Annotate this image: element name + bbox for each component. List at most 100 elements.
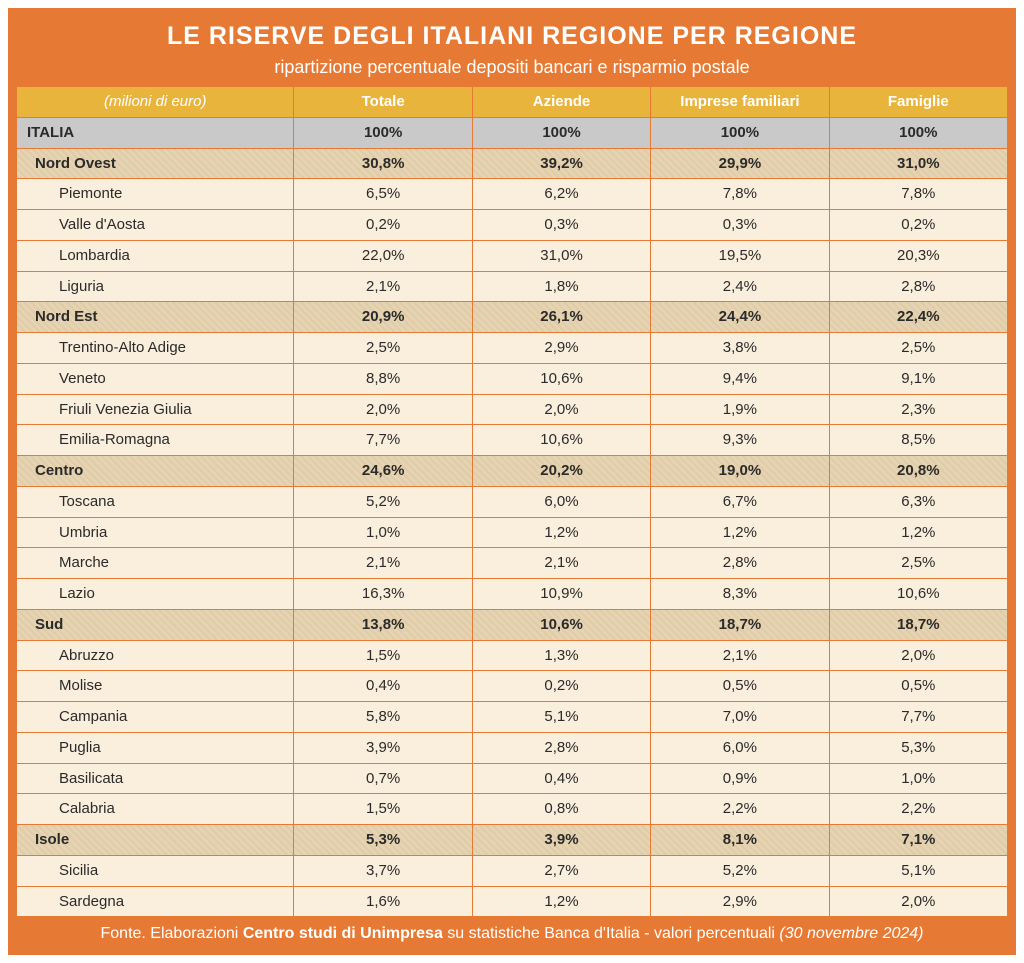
table-cell: 7,7%	[294, 425, 472, 456]
table-cell: 0,3%	[472, 210, 650, 241]
table-cell: 100%	[294, 117, 472, 148]
table-cell: Friuli Venezia Giulia	[17, 394, 294, 425]
table-row: Valle d'Aosta0,2%0,3%0,3%0,2%	[17, 210, 1008, 241]
table-row: Basilicata0,7%0,4%0,9%1,0%	[17, 763, 1008, 794]
table-row: Sardegna1,6%1,2%2,9%2,0%	[17, 886, 1008, 917]
table-cell: 2,4%	[651, 271, 829, 302]
col-header-aziende: Aziende	[472, 87, 650, 118]
table-row: Campania5,8%5,1%7,0%7,7%	[17, 702, 1008, 733]
table-cell: 2,9%	[651, 886, 829, 917]
table-row: Marche2,1%2,1%2,8%2,5%	[17, 548, 1008, 579]
table-cell: 5,1%	[829, 855, 1007, 886]
table-cell: 2,5%	[829, 333, 1007, 364]
table-cell: 3,7%	[294, 855, 472, 886]
table-cell: 0,4%	[294, 671, 472, 702]
table-cell: 3,8%	[651, 333, 829, 364]
table-cell: Nord Ovest	[17, 148, 294, 179]
table-cell: 2,5%	[829, 548, 1007, 579]
table-row: Calabria1,5%0,8%2,2%2,2%	[17, 794, 1008, 825]
table-cell: 0,2%	[294, 210, 472, 241]
table-cell: 10,6%	[472, 363, 650, 394]
page-subtitle: ripartizione percentuale depositi bancar…	[16, 55, 1008, 86]
table-cell: Marche	[17, 548, 294, 579]
table-cell: 9,3%	[651, 425, 829, 456]
table-cell: 2,8%	[472, 732, 650, 763]
table-cell: 10,6%	[829, 579, 1007, 610]
table-cell: 0,2%	[829, 210, 1007, 241]
table-cell: 24,6%	[294, 456, 472, 487]
table-row: Sud13,8%10,6%18,7%18,7%	[17, 609, 1008, 640]
table-row: Lazio16,3%10,9%8,3%10,6%	[17, 579, 1008, 610]
table-cell: 2,2%	[651, 794, 829, 825]
table-cell: 20,9%	[294, 302, 472, 333]
source-line: Fonte. Elaborazioni Centro studi di Unim…	[16, 917, 1008, 947]
table-cell: 29,9%	[651, 148, 829, 179]
table-cell: Sardegna	[17, 886, 294, 917]
table-row: Nord Est20,9%26,1%24,4%22,4%	[17, 302, 1008, 333]
table-cell: 1,3%	[472, 640, 650, 671]
table-cell: 1,2%	[651, 517, 829, 548]
table-cell: Toscana	[17, 486, 294, 517]
table-cell: 1,5%	[294, 794, 472, 825]
table-cell: 2,9%	[472, 333, 650, 364]
table-row: Centro24,6%20,2%19,0%20,8%	[17, 456, 1008, 487]
col-header-totale: Totale	[294, 87, 472, 118]
table-cell: 7,8%	[829, 179, 1007, 210]
table-cell: 0,5%	[651, 671, 829, 702]
table-cell: 31,0%	[472, 240, 650, 271]
table-cell: 16,3%	[294, 579, 472, 610]
source-middle: su statistiche Banca d'Italia - valori p…	[443, 925, 780, 942]
table-cell: 7,7%	[829, 702, 1007, 733]
table-cell: Basilicata	[17, 763, 294, 794]
table-cell: 9,1%	[829, 363, 1007, 394]
table-row: Emilia-Romagna7,7%10,6%9,3%8,5%	[17, 425, 1008, 456]
table-cell: Lazio	[17, 579, 294, 610]
table-cell: 1,9%	[651, 394, 829, 425]
table-cell: Isole	[17, 825, 294, 856]
table-cell: 2,1%	[651, 640, 829, 671]
table-cell: 6,3%	[829, 486, 1007, 517]
table-cell: 2,2%	[829, 794, 1007, 825]
table-cell: 3,9%	[294, 732, 472, 763]
table-cell: 2,0%	[829, 640, 1007, 671]
table-cell: 0,5%	[829, 671, 1007, 702]
table-cell: Nord Est	[17, 302, 294, 333]
table-cell: 5,1%	[472, 702, 650, 733]
table-cell: 8,8%	[294, 363, 472, 394]
table-cell: 7,0%	[651, 702, 829, 733]
table-cell: 20,2%	[472, 456, 650, 487]
table-row: Nord Ovest30,8%39,2%29,9%31,0%	[17, 148, 1008, 179]
table-cell: 8,3%	[651, 579, 829, 610]
table-cell: 1,0%	[294, 517, 472, 548]
table-cell: 1,5%	[294, 640, 472, 671]
table-cell: 5,3%	[829, 732, 1007, 763]
source-bold: Centro studi di Unimpresa	[243, 925, 443, 942]
table-cell: Abruzzo	[17, 640, 294, 671]
table-cell: 7,8%	[651, 179, 829, 210]
table-cell: Sicilia	[17, 855, 294, 886]
table-cell: 10,9%	[472, 579, 650, 610]
table-cell: Campania	[17, 702, 294, 733]
table-cell: 6,0%	[651, 732, 829, 763]
source-date: (30 novembre 2024)	[779, 925, 923, 942]
table-cell: 8,1%	[651, 825, 829, 856]
table-cell: 26,1%	[472, 302, 650, 333]
table-cell: 10,6%	[472, 609, 650, 640]
table-cell: 2,0%	[294, 394, 472, 425]
table-row: Abruzzo1,5%1,3%2,1%2,0%	[17, 640, 1008, 671]
table-cell: 2,0%	[472, 394, 650, 425]
table-row: ITALIA100%100%100%100%	[17, 117, 1008, 148]
table-cell: 2,1%	[472, 548, 650, 579]
table-cell: 0,9%	[651, 763, 829, 794]
table-cell: Umbria	[17, 517, 294, 548]
page-title: LE RISERVE DEGLI ITALIANI REGIONE PER RE…	[16, 16, 1008, 55]
table-cell: 5,3%	[294, 825, 472, 856]
table-cell: 5,8%	[294, 702, 472, 733]
table-row: Molise0,4%0,2%0,5%0,5%	[17, 671, 1008, 702]
table-cell: 30,8%	[294, 148, 472, 179]
table-cell: 7,1%	[829, 825, 1007, 856]
table-cell: Liguria	[17, 271, 294, 302]
table-cell: 6,0%	[472, 486, 650, 517]
source-prefix: Fonte. Elaborazioni	[101, 925, 243, 942]
table-row: Veneto8,8%10,6%9,4%9,1%	[17, 363, 1008, 394]
